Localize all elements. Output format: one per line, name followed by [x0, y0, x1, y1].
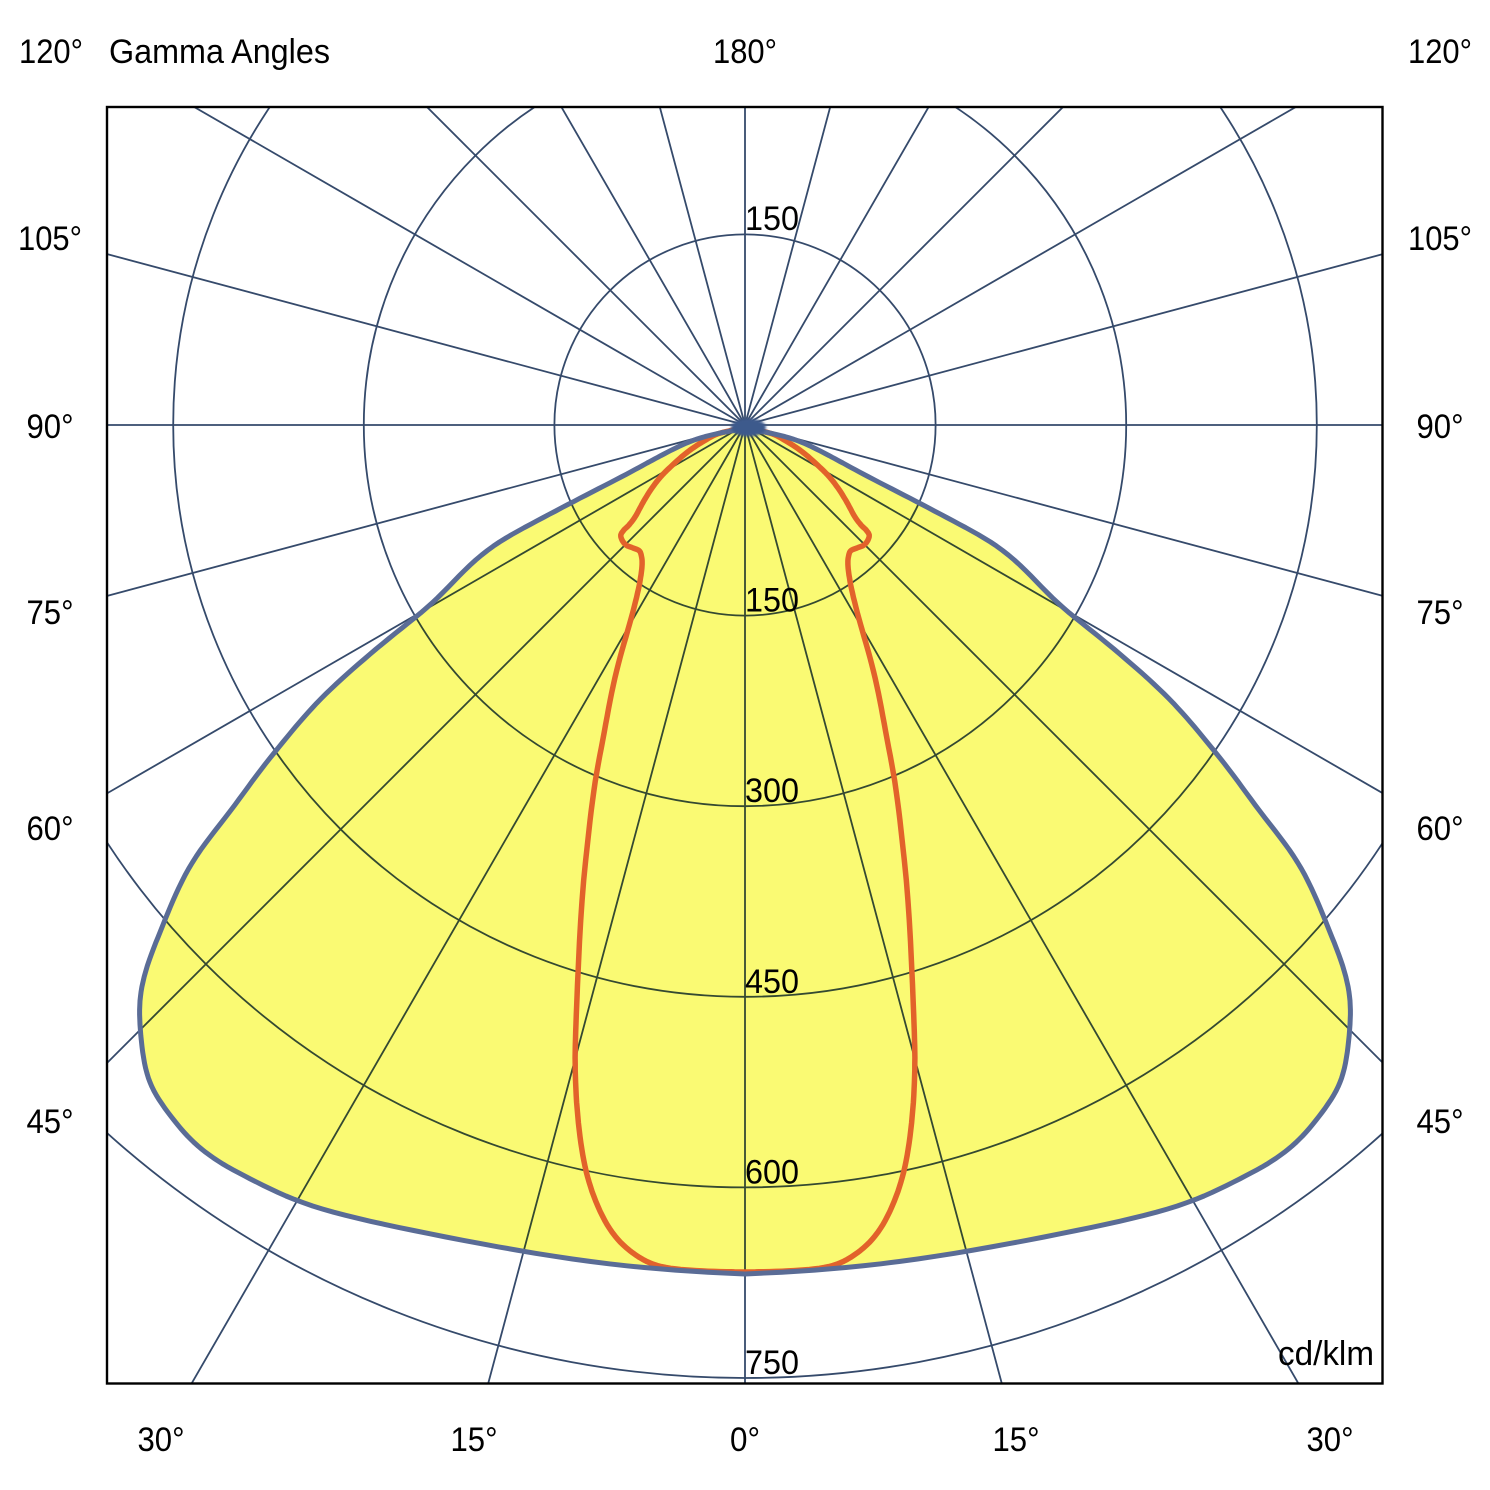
svg-text:Gamma Angles: Gamma Angles	[109, 33, 330, 71]
svg-text:60°: 60°	[27, 810, 74, 848]
svg-text:600: 600	[745, 1154, 799, 1192]
svg-text:150: 150	[745, 582, 799, 620]
svg-text:75°: 75°	[27, 594, 74, 632]
svg-text:120°: 120°	[19, 33, 83, 71]
svg-text:cd/klm: cd/klm	[1278, 1335, 1374, 1373]
svg-text:45°: 45°	[27, 1103, 74, 1141]
svg-text:90°: 90°	[1417, 408, 1464, 446]
svg-text:150: 150	[745, 200, 799, 238]
svg-text:0°: 0°	[730, 1421, 760, 1459]
svg-text:15°: 15°	[993, 1421, 1040, 1459]
svg-text:120°: 120°	[1408, 33, 1472, 71]
svg-text:90°: 90°	[27, 408, 74, 446]
svg-text:750: 750	[745, 1344, 799, 1382]
svg-text:300: 300	[745, 772, 799, 810]
svg-text:450: 450	[745, 963, 799, 1001]
svg-text:180°: 180°	[713, 33, 777, 71]
svg-text:105°: 105°	[1408, 220, 1472, 258]
svg-text:30°: 30°	[1307, 1421, 1354, 1459]
svg-text:30°: 30°	[138, 1421, 185, 1459]
svg-text:105°: 105°	[18, 220, 82, 258]
svg-text:60°: 60°	[1417, 810, 1464, 848]
svg-text:45°: 45°	[1417, 1103, 1464, 1141]
svg-text:75°: 75°	[1417, 594, 1464, 632]
svg-text:15°: 15°	[451, 1421, 498, 1459]
